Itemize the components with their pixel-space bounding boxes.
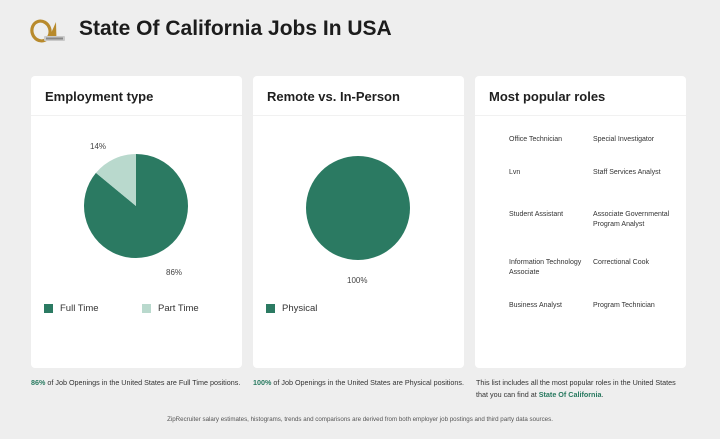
role-item[interactable]: Staff Services Analyst bbox=[593, 169, 661, 176]
role-item[interactable]: Student Assistant bbox=[509, 211, 564, 218]
pie-slice-label-physical: 100% bbox=[347, 276, 368, 285]
caption-end: . bbox=[601, 389, 604, 399]
card-header bbox=[475, 76, 686, 116]
role-item[interactable]: Correctional Cook bbox=[593, 259, 650, 266]
remote-vs-in-person-card: Remote vs. In-Person 100% Physical bbox=[253, 76, 464, 368]
roles-list: Office Technician Special Investigator L… bbox=[509, 135, 679, 321]
logo-icon bbox=[30, 19, 65, 43]
page-header: State Of California Jobs In USA bbox=[0, 0, 720, 62]
role-item[interactable]: Information Technology Associate bbox=[509, 259, 582, 276]
role-item[interactable]: Office Technician bbox=[509, 136, 563, 143]
card-header bbox=[253, 76, 464, 116]
roles-caption: This list includes all the most popular … bbox=[476, 377, 688, 401]
role-item[interactable]: Special Investigator bbox=[593, 136, 655, 143]
employment-pie-chart bbox=[83, 154, 189, 258]
page-title: State Of California Jobs In USA bbox=[79, 17, 392, 40]
legend-swatch-full-time bbox=[44, 304, 53, 313]
caption-text: of Job Openings in the United States are… bbox=[45, 378, 241, 387]
company-logo[interactable] bbox=[30, 18, 66, 44]
legend-label: Full Time bbox=[60, 303, 99, 314]
pie-slice-part-time[interactable] bbox=[95, 154, 136, 206]
popular-roles-card: Most popular roles Office Technician Spe… bbox=[475, 76, 686, 368]
legend-item-part-time[interactable]: Part Time bbox=[142, 303, 199, 314]
footer-disclaimer: ZipRecruiter salary estimates, histogram… bbox=[167, 416, 553, 423]
role-item[interactable]: Lvn bbox=[509, 169, 521, 176]
pie-slice-label-part-time: 14% bbox=[90, 142, 107, 151]
pie-slice-label-full-time: 86% bbox=[166, 268, 183, 277]
caption-highlight: 86% bbox=[31, 378, 46, 387]
card-title: Remote vs. In-Person bbox=[267, 89, 400, 104]
remote-caption: 100% of Job Openings in the United State… bbox=[253, 377, 465, 389]
legend-swatch-part-time bbox=[142, 304, 151, 313]
card-header bbox=[31, 76, 242, 116]
legend-label: Part Time bbox=[158, 303, 199, 314]
card-title: Most popular roles bbox=[489, 89, 606, 104]
employment-caption: 86% of Job Openings in the United States… bbox=[31, 377, 243, 389]
role-item[interactable]: Program Technician bbox=[593, 302, 655, 309]
employment-type-card: Employment type 14% 86% Full Time Part T… bbox=[31, 76, 242, 368]
remote-pie-chart bbox=[306, 156, 410, 260]
employer-link[interactable]: State Of California bbox=[538, 389, 602, 399]
caption-text: of Job Openings in the United States are… bbox=[271, 378, 464, 387]
caption-highlight: 100% bbox=[253, 378, 272, 387]
legend-swatch-physical bbox=[266, 304, 275, 313]
pie-slice-physical[interactable] bbox=[306, 156, 410, 260]
legend-item-physical[interactable]: Physical bbox=[266, 303, 317, 314]
card-title: Employment type bbox=[45, 89, 154, 104]
role-item[interactable]: Associate Governmental Program Analyst bbox=[593, 211, 670, 228]
role-item[interactable]: Business Analyst bbox=[509, 302, 562, 309]
legend-label: Physical bbox=[282, 303, 318, 314]
caption-text: This list includes all the most popular … bbox=[476, 378, 676, 399]
legend-item-full-time[interactable]: Full Time bbox=[44, 303, 99, 314]
